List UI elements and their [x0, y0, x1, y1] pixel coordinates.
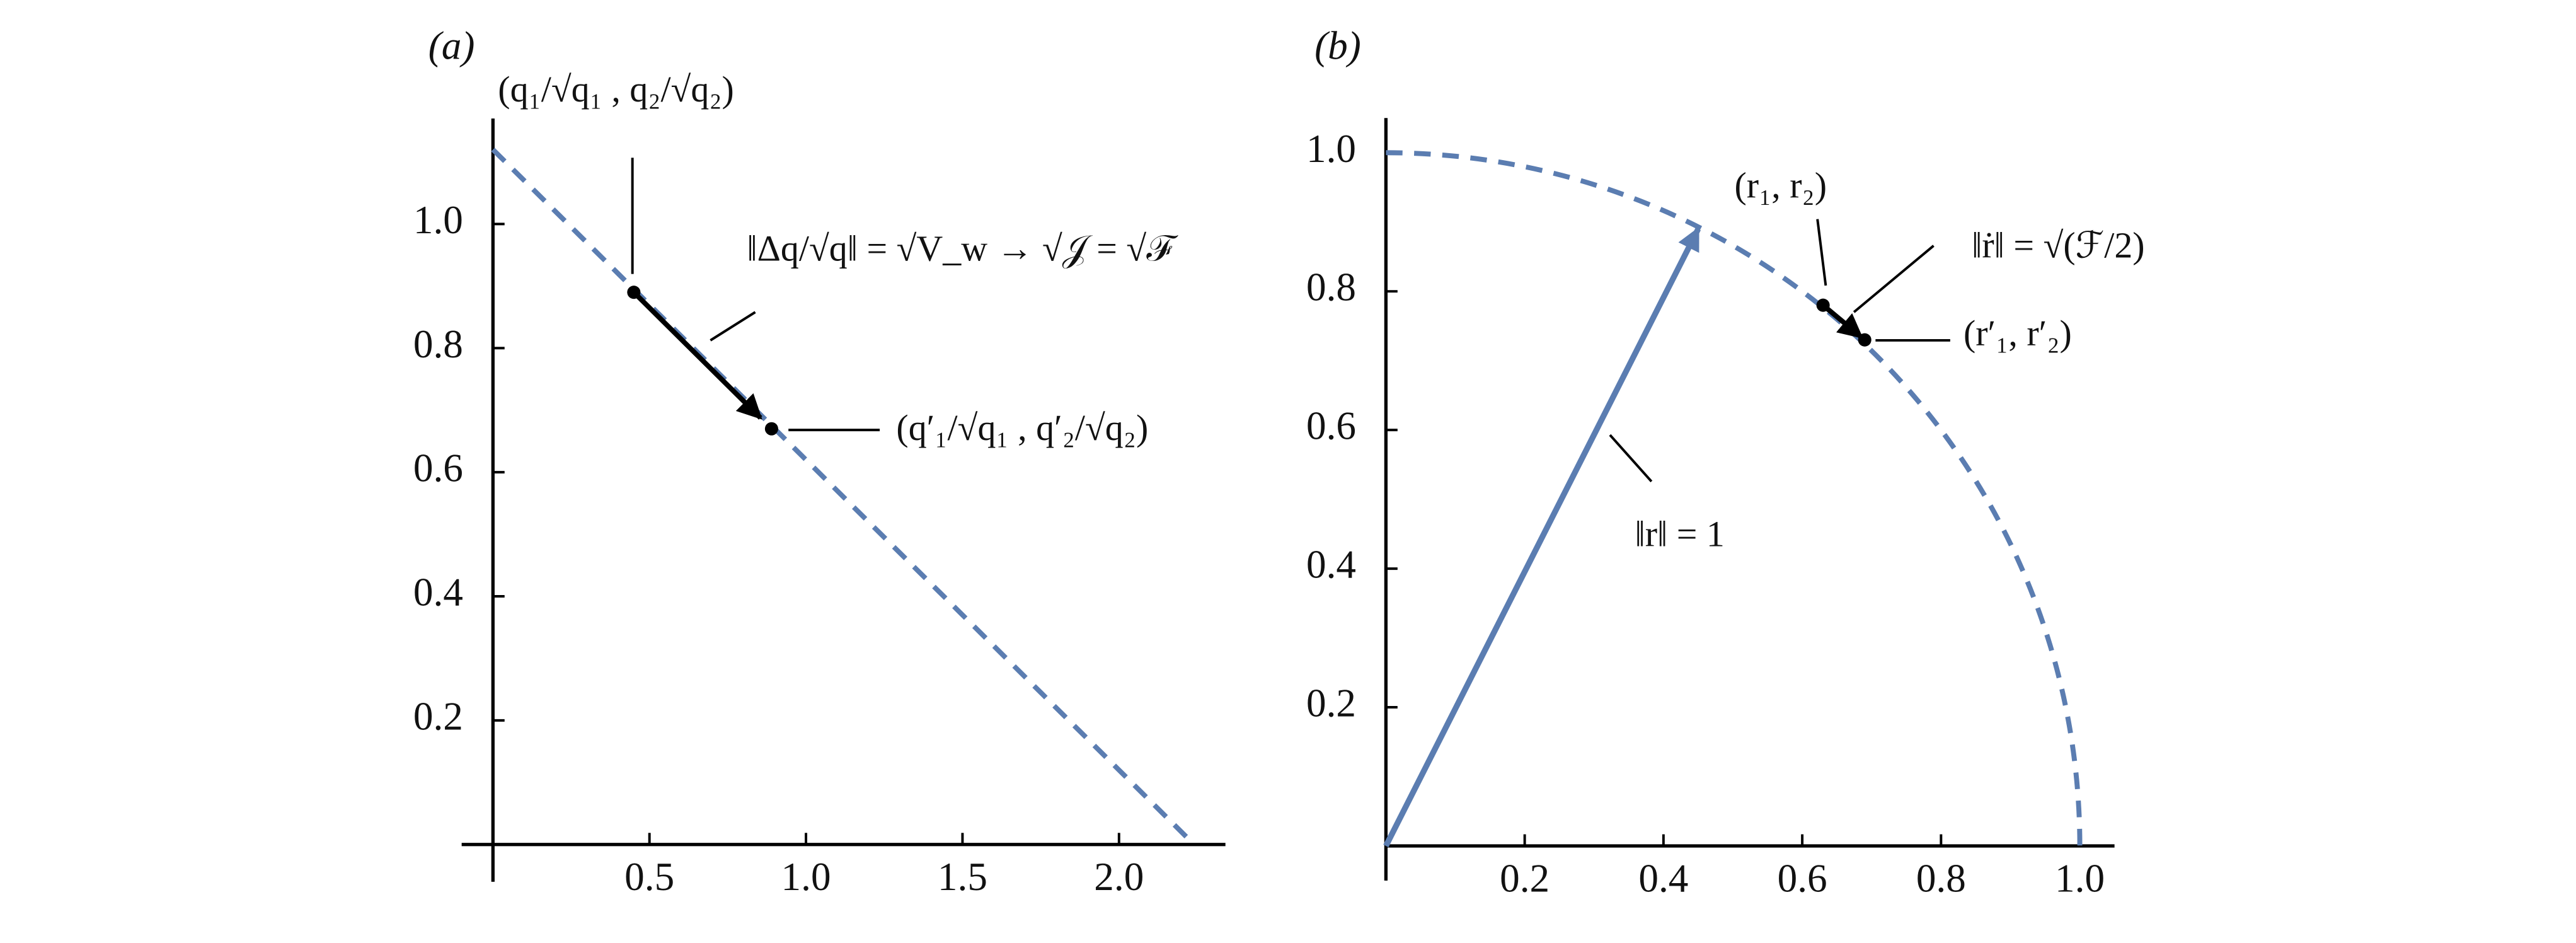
vector-r [1383, 226, 1701, 848]
y-tick-label: 1.0 [1306, 127, 1356, 171]
delta-arrow [632, 290, 762, 420]
leader-line [710, 311, 756, 342]
y-tick-label: 0.8 [413, 322, 463, 366]
panel-label: (b) [1314, 24, 1361, 68]
leader-line [1853, 245, 1935, 313]
x-tick-label: 0.6 [1778, 856, 1827, 900]
x-tick-label: 0.2 [1500, 856, 1550, 900]
y-tick-label: 0.4 [413, 570, 463, 615]
point [1858, 333, 1872, 347]
x-tick-label: 0.5 [624, 855, 674, 899]
y-tick-label: 0.6 [413, 446, 463, 490]
x-tick-label: 0.4 [1638, 856, 1688, 900]
annotation: ‖ṙ‖ = √(ℱ/2) [1972, 224, 2144, 265]
unit-arc [1386, 150, 2083, 846]
y-tick-label: 1.0 [413, 198, 463, 242]
x-tick-label: 0.8 [1916, 856, 1966, 900]
y-tick-label: 0.6 [1306, 404, 1356, 448]
leader-line [1816, 219, 1827, 286]
x-tick-label: 2.0 [1094, 855, 1144, 899]
series-line [491, 148, 1196, 847]
y-tick-label: 0.4 [1306, 543, 1356, 587]
x-tick-label: 1.5 [938, 855, 987, 899]
annotation: (q′₁/√q₁ , q′₂/√q₂) [896, 407, 1148, 448]
leader-line [1609, 434, 1653, 483]
y-tick-label: 0.8 [1306, 265, 1356, 310]
delta-arrow [1821, 303, 1863, 339]
x-tick-label: 1.0 [2055, 856, 2105, 900]
point [627, 286, 641, 299]
y-tick-label: 0.2 [1306, 681, 1356, 726]
annotation: ‖r‖ = 1 [1635, 514, 1724, 555]
x-tick-label: 1.0 [781, 855, 831, 899]
panel-label: (a) [428, 24, 475, 68]
annotation: (q₁/√q₁ , q₂/√q₂) [498, 69, 734, 110]
point [764, 422, 778, 436]
annotation: (r₁, r₂) [1734, 165, 1827, 206]
y-tick-label: 0.2 [413, 694, 463, 738]
annotation: (r′₁, r′₂) [1964, 313, 2072, 354]
point [1816, 298, 1830, 312]
annotation: ‖Δq/√q‖ = √V_w → √𝒥 = √ℱ [747, 228, 1178, 269]
